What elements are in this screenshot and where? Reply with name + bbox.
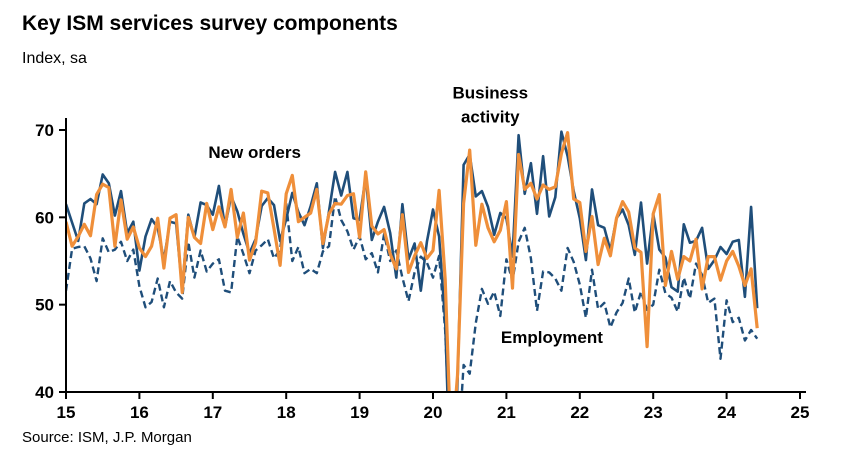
x-tick-label: 18 — [277, 403, 296, 422]
y-tick-label: 40 — [35, 383, 54, 402]
series-label-business-activity: activity — [461, 108, 520, 127]
y-tick-label: 50 — [35, 296, 54, 315]
y-tick-label: 60 — [35, 208, 54, 227]
series-line-employment — [66, 195, 759, 392]
x-tick-label: 22 — [570, 403, 589, 422]
series-line-business-activity — [66, 130, 759, 392]
x-tick-label: 23 — [644, 403, 663, 422]
x-tick-label: 16 — [130, 403, 149, 422]
line-chart-canvas: 40 50 60 70 15 16 17 18 19 20 21 22 23 24 25 New orders… — [35, 84, 810, 422]
x-tick-label: 20 — [424, 403, 443, 422]
y-tick-label: 70 — [35, 121, 54, 140]
series-label-business-activity: Business — [452, 84, 528, 103]
x-tick-label: 17 — [203, 403, 222, 422]
chart-title: Key ISM services survey components — [22, 12, 398, 35]
x-tick-label: 15 — [57, 403, 76, 422]
series-line-new-orders — [66, 130, 759, 392]
x-tick-label: 21 — [497, 403, 516, 422]
chart-y-axis-unit-label: Index, sa — [22, 50, 87, 67]
x-tick-label: 25 — [791, 403, 810, 422]
series-label-employment: Employment — [501, 328, 603, 347]
x-tick-label: 19 — [350, 403, 369, 422]
source-note: Source: ISM, J.P. Morgan — [22, 429, 192, 446]
series-label-new-orders: New orders — [208, 143, 301, 162]
x-tick-label: 24 — [717, 403, 736, 422]
